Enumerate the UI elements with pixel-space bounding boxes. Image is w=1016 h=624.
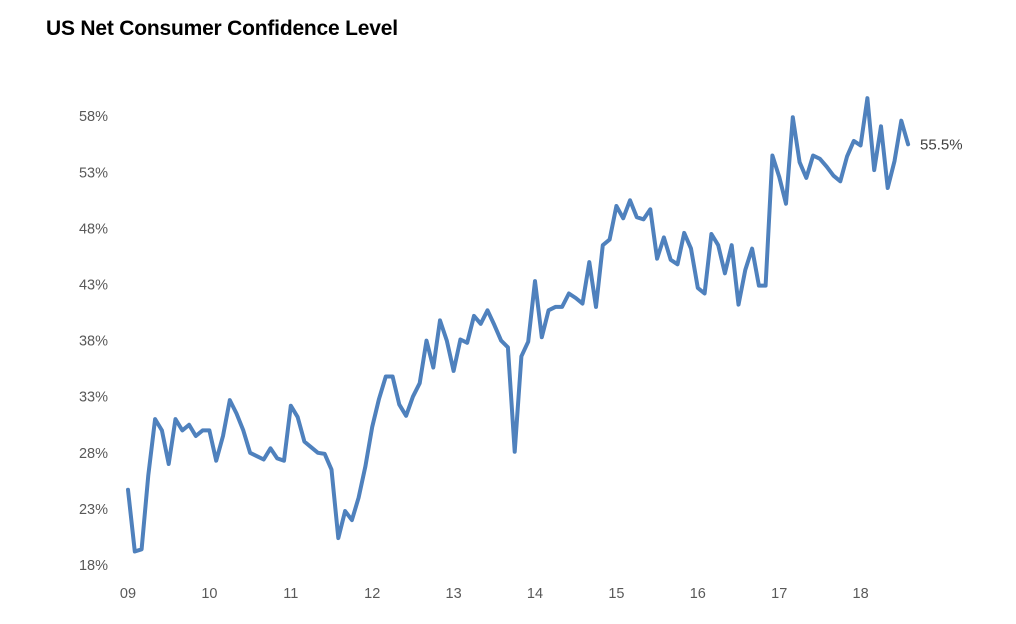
y-axis: 18% 23% 28% 33% 38% 43% 48% 53% 58% [79, 109, 108, 574]
y-tick-label: 28% [79, 446, 108, 462]
x-tick-label: 11 [283, 586, 298, 602]
y-tick-label: 58% [79, 109, 108, 125]
end-value-label: 55.5% [920, 136, 963, 153]
y-tick-label: 23% [79, 502, 108, 518]
y-tick-label: 18% [79, 558, 108, 574]
x-tick-label: 15 [608, 586, 624, 602]
y-tick-label: 48% [79, 221, 108, 237]
x-tick-label: 17 [771, 586, 787, 602]
x-tick-label: 18 [853, 586, 869, 602]
series-line [126, 96, 911, 554]
x-tick-label: 10 [201, 586, 217, 602]
x-tick-label: 14 [527, 586, 543, 602]
series-group [126, 96, 911, 554]
y-tick-label: 33% [79, 390, 108, 406]
data-labels: 55.5% [920, 136, 963, 153]
x-tick-label: 12 [364, 586, 380, 602]
chart-title: US Net Consumer Confidence Level [46, 17, 398, 40]
x-tick-label: 09 [120, 586, 136, 602]
x-tick-label: 13 [446, 586, 462, 602]
x-axis: 09 10 11 12 13 14 15 16 17 18 [120, 586, 869, 602]
y-tick-label: 53% [79, 165, 108, 181]
y-tick-label: 38% [79, 334, 108, 350]
y-tick-label: 43% [79, 278, 108, 294]
x-tick-label: 16 [690, 586, 706, 602]
